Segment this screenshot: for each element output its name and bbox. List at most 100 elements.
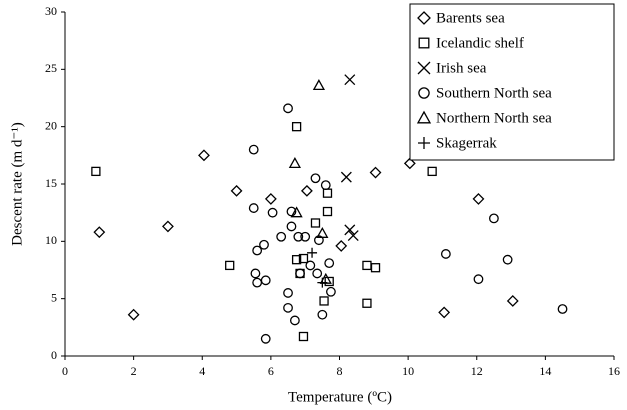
y-tick-label: 0 [51,348,57,362]
point [324,276,334,287]
point [307,247,318,258]
point [198,149,210,162]
point [322,206,333,217]
x-tick-label: 14 [539,364,551,378]
legend-label: Barents sea [436,10,505,26]
point [370,263,381,273]
point [298,331,309,342]
point [417,11,431,25]
point [289,315,300,326]
point [489,213,499,224]
point [248,203,259,213]
x-tick-label: 6 [268,364,274,378]
point [335,240,348,252]
legend-label: Southern North sea [436,85,552,101]
point [264,192,277,205]
x-tick-label: 0 [62,364,68,378]
point [291,255,302,265]
point [283,288,293,298]
point [225,260,235,271]
point [317,277,328,288]
x-axis-label: Temperature (ºC) [288,389,392,405]
point [300,184,313,197]
point [286,221,297,232]
point [250,268,261,279]
y-tick-label: 25 [45,61,57,75]
legend-label: Northern North sea [436,110,552,126]
x-tick-label: 2 [131,364,137,378]
point [316,226,329,238]
point [260,275,271,286]
point [290,206,303,218]
point [314,235,324,246]
y-axis-label: Descent rate (m d⁻¹) [9,122,25,246]
point [322,188,333,198]
point [252,277,263,288]
point [403,157,416,170]
point [310,218,321,228]
point [557,304,568,314]
point [369,166,382,179]
point [91,166,101,177]
point [298,253,309,264]
point [319,296,329,306]
point [259,239,269,250]
x-tick-label: 4 [199,364,205,378]
point [295,268,305,279]
point [418,37,430,49]
point [252,245,263,256]
y-tick-label: 30 [45,4,57,18]
point [93,226,106,239]
point [344,74,356,86]
point [288,157,301,169]
point [230,184,243,197]
point [344,224,356,236]
x-tick-label: 12 [471,364,483,378]
point [317,309,328,320]
legend-label: Icelandic shelf [436,35,524,51]
point [324,258,335,269]
y-tick-label: 5 [51,290,57,304]
point [127,308,140,321]
point [472,192,485,205]
point [416,110,432,124]
point [276,231,287,242]
point [248,144,259,155]
point [293,231,304,242]
legend-label: Irish sea [436,60,487,76]
x-tick-label: 10 [402,364,414,378]
y-tick-label: 10 [45,233,57,247]
point [340,171,352,183]
point [438,306,451,319]
point [260,333,271,344]
point [427,166,437,177]
point [312,268,323,279]
y-tick-label: 20 [45,118,57,132]
point [418,137,430,149]
point [473,274,484,285]
point [312,79,326,91]
point [267,207,278,218]
legend-box [409,3,615,161]
point [506,295,519,307]
y-tick-label: 15 [45,176,57,190]
x-tick-label: 16 [608,364,620,378]
point [300,231,311,242]
point [291,122,302,132]
point [320,180,331,191]
legend-label: Skagerrak [436,135,497,151]
point [283,302,293,313]
point [326,286,336,297]
point [347,230,359,242]
point [362,260,372,271]
point [440,249,451,259]
point [362,298,372,308]
point [417,61,431,75]
point [418,87,430,99]
point [162,220,174,233]
x-tick-label: 8 [337,364,343,378]
point [283,103,293,114]
point [310,173,321,184]
point [305,260,316,271]
